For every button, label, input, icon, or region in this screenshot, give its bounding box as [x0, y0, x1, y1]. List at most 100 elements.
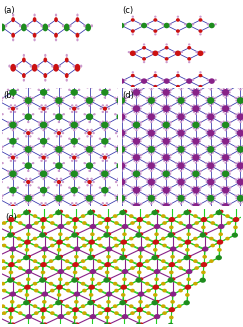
- Circle shape: [50, 244, 55, 248]
- Circle shape: [209, 23, 215, 28]
- Circle shape: [0, 132, 3, 134]
- Circle shape: [72, 264, 77, 267]
- Circle shape: [125, 146, 128, 148]
- Circle shape: [165, 145, 167, 147]
- Circle shape: [59, 64, 61, 68]
- Circle shape: [43, 73, 47, 78]
- Circle shape: [200, 154, 202, 156]
- Circle shape: [77, 156, 79, 159]
- Circle shape: [58, 202, 60, 205]
- Circle shape: [185, 162, 187, 164]
- Circle shape: [163, 154, 170, 161]
- Circle shape: [220, 89, 222, 91]
- Circle shape: [86, 184, 89, 186]
- Circle shape: [41, 123, 46, 127]
- Circle shape: [186, 78, 192, 84]
- Circle shape: [138, 291, 144, 297]
- Circle shape: [193, 169, 195, 172]
- Circle shape: [102, 127, 104, 129]
- Circle shape: [122, 135, 125, 137]
- Circle shape: [131, 74, 135, 77]
- Circle shape: [202, 255, 207, 259]
- Circle shape: [217, 248, 222, 252]
- Circle shape: [161, 124, 164, 126]
- Circle shape: [163, 203, 170, 210]
- Circle shape: [87, 180, 92, 184]
- Circle shape: [46, 205, 49, 208]
- Circle shape: [22, 146, 25, 148]
- Circle shape: [104, 264, 109, 267]
- Circle shape: [40, 153, 43, 155]
- Circle shape: [169, 316, 174, 319]
- Circle shape: [148, 112, 151, 115]
- Circle shape: [73, 194, 76, 197]
- Circle shape: [25, 145, 27, 147]
- Circle shape: [60, 200, 62, 203]
- Circle shape: [26, 232, 31, 236]
- Circle shape: [0, 151, 1, 154]
- Circle shape: [191, 124, 193, 126]
- Circle shape: [193, 192, 195, 195]
- Circle shape: [22, 162, 25, 164]
- Circle shape: [167, 104, 169, 107]
- Circle shape: [123, 148, 125, 150]
- Circle shape: [104, 145, 106, 147]
- Circle shape: [115, 148, 117, 150]
- Circle shape: [192, 23, 194, 26]
- Circle shape: [130, 50, 136, 56]
- Circle shape: [234, 146, 237, 148]
- Circle shape: [234, 162, 237, 164]
- Circle shape: [10, 160, 12, 162]
- Circle shape: [23, 210, 29, 215]
- Circle shape: [41, 217, 47, 222]
- Circle shape: [170, 138, 172, 140]
- Circle shape: [48, 24, 50, 27]
- Circle shape: [42, 129, 45, 131]
- Circle shape: [133, 121, 136, 123]
- Circle shape: [194, 188, 198, 192]
- Circle shape: [193, 176, 195, 178]
- Circle shape: [226, 160, 229, 162]
- Circle shape: [177, 259, 182, 263]
- Circle shape: [25, 103, 27, 105]
- Circle shape: [175, 129, 177, 132]
- Circle shape: [152, 129, 155, 131]
- Circle shape: [55, 146, 63, 153]
- Circle shape: [135, 145, 138, 147]
- Circle shape: [123, 83, 125, 85]
- Circle shape: [197, 121, 199, 123]
- Circle shape: [40, 127, 43, 129]
- Circle shape: [86, 151, 89, 154]
- Circle shape: [73, 129, 76, 131]
- Circle shape: [229, 154, 232, 156]
- Circle shape: [121, 239, 127, 245]
- Circle shape: [65, 259, 69, 263]
- Circle shape: [199, 16, 202, 18]
- Circle shape: [138, 293, 142, 296]
- Circle shape: [122, 86, 125, 89]
- Circle shape: [62, 132, 64, 134]
- Circle shape: [154, 83, 156, 85]
- Circle shape: [218, 224, 225, 229]
- Circle shape: [82, 289, 87, 292]
- Circle shape: [148, 151, 151, 154]
- Circle shape: [8, 64, 11, 68]
- Circle shape: [214, 148, 216, 150]
- Circle shape: [237, 103, 240, 105]
- Circle shape: [200, 186, 202, 189]
- Circle shape: [63, 146, 65, 148]
- Circle shape: [207, 97, 214, 104]
- Circle shape: [62, 148, 64, 150]
- Circle shape: [223, 176, 225, 178]
- Circle shape: [138, 203, 142, 206]
- Circle shape: [121, 184, 123, 186]
- Circle shape: [117, 103, 119, 105]
- Circle shape: [208, 200, 210, 203]
- Circle shape: [71, 127, 73, 129]
- Circle shape: [202, 203, 206, 206]
- Circle shape: [154, 116, 156, 118]
- Circle shape: [22, 97, 25, 99]
- Circle shape: [160, 203, 163, 205]
- Circle shape: [188, 43, 190, 45]
- Circle shape: [163, 143, 165, 146]
